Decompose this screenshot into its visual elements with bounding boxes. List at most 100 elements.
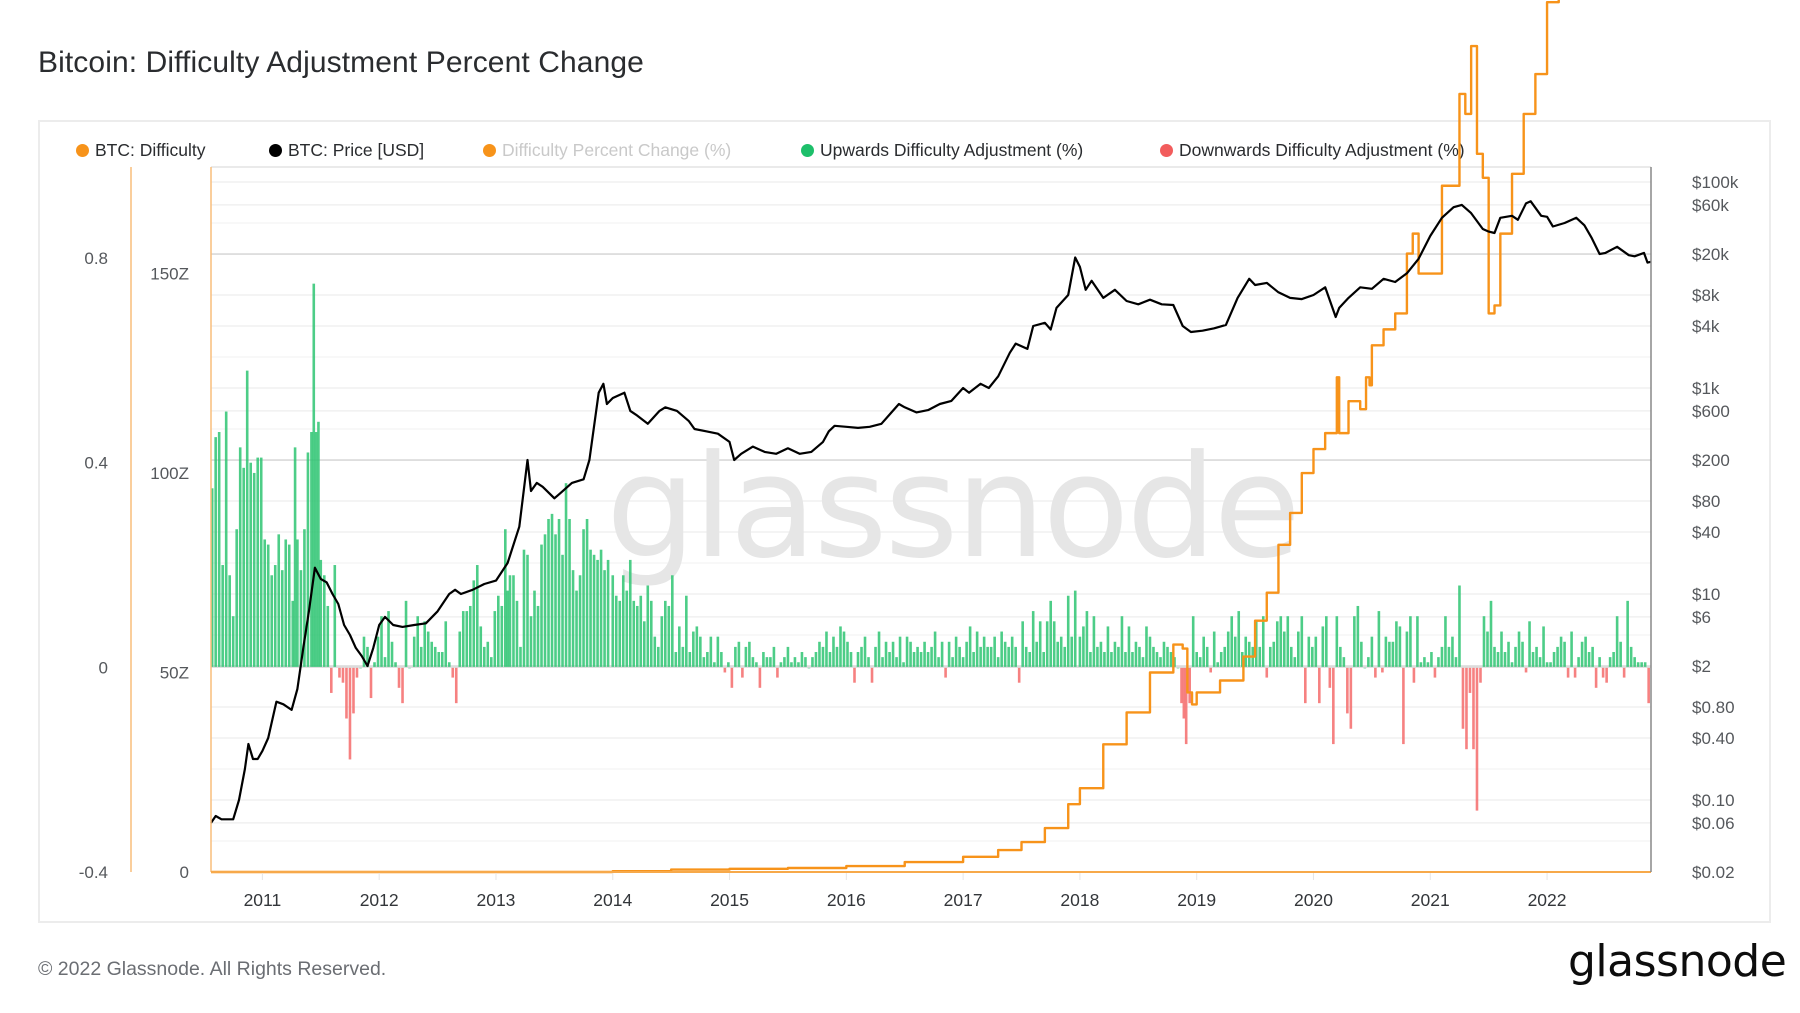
upward-adjustment-bar: [1296, 631, 1300, 668]
legend-item-downwards-adjustment[interactable]: Downwards Difficulty Adjustment (%): [1160, 138, 1465, 162]
upward-adjustment-bar: [1528, 621, 1531, 668]
upward-adjustment-bar: [793, 657, 797, 668]
upward-adjustment-bar: [1514, 646, 1517, 668]
upward-adjustment-bar: [905, 636, 909, 668]
upward-adjustment-bar: [874, 646, 877, 668]
price-tick-label: $4k: [1692, 317, 1720, 336]
upward-adjustment-bar: [1085, 611, 1089, 668]
downward-adjustment-bar: [1475, 667, 1479, 811]
upward-adjustment-bar: [242, 467, 246, 668]
legend-label: Difficulty Percent Change (%): [502, 139, 732, 160]
upward-adjustment-bar: [968, 626, 972, 668]
upward-adjustment-bar: [772, 646, 776, 668]
legend-item-difficulty-percent-change[interactable]: Difficulty Percent Change (%): [483, 138, 731, 162]
upward-adjustment-bar: [642, 621, 646, 668]
upward-adjustment-bar: [461, 611, 465, 668]
upward-adjustment-bar: [881, 657, 884, 668]
upward-adjustment-bar: [1489, 600, 1493, 668]
upward-adjustment-bar: [543, 534, 547, 668]
upward-adjustment-bar: [1538, 657, 1542, 668]
upward-adjustment-bar: [210, 488, 214, 668]
upward-adjustment-bar: [1640, 662, 1643, 668]
upward-adjustment-bar: [916, 646, 919, 668]
upward-adjustment-bar: [376, 636, 380, 668]
upward-adjustment-bar: [667, 605, 671, 668]
upward-adjustment-bar: [933, 631, 937, 668]
price-tick-label: $200: [1692, 451, 1730, 470]
upward-adjustment-bar: [979, 646, 982, 668]
upward-adjustment-bar: [273, 565, 277, 668]
upward-adjustment-bar: [1103, 652, 1106, 668]
upward-adjustment-bar: [839, 626, 842, 668]
glassnode-logo[interactable]: glassnode: [1568, 936, 1787, 987]
upward-adjustment-bar: [1063, 646, 1067, 668]
legend-item-btc-price[interactable]: BTC: Price [USD]: [269, 138, 424, 162]
downward-adjustment-bar: [1524, 667, 1528, 673]
upward-adjustment-bar: [891, 641, 895, 668]
downward-adjustment-bar: [348, 667, 352, 760]
upward-adjustment-bar: [671, 575, 674, 668]
upward-adjustment-bar: [1191, 616, 1195, 668]
upward-adjustment-bar: [649, 600, 653, 668]
upward-adjustment-bar: [993, 636, 996, 668]
upward-adjustment-bar: [496, 595, 500, 668]
downward-adjustment-bar: [1381, 667, 1384, 673]
upward-adjustment-bar: [592, 554, 596, 668]
upward-adjustment-bar: [702, 657, 706, 668]
x-tick-label: 2022: [1528, 890, 1567, 910]
upward-adjustment-bar: [1216, 662, 1220, 668]
upward-adjustment-bar: [373, 662, 376, 668]
upward-adjustment-bar: [1010, 636, 1014, 668]
legend-item-upwards-adjustment[interactable]: Upwards Difficulty Adjustment (%): [801, 138, 1083, 162]
downward-adjustment-bar: [1017, 667, 1021, 683]
downward-adjustment-bar: [338, 667, 341, 678]
upward-adjustment-bar: [628, 559, 632, 668]
difficulty-tick-label: 0: [180, 863, 189, 882]
upward-adjustment-bar: [877, 631, 881, 668]
upward-adjustment-bar: [1629, 646, 1633, 668]
upward-adjustment-bar: [884, 641, 888, 668]
upward-adjustment-bar: [1636, 662, 1640, 668]
downward-adjustment-bar: [1188, 667, 1191, 704]
upward-adjustment-bar: [1619, 641, 1622, 668]
upward-adjustment-bar: [444, 621, 448, 668]
upward-adjustment-bar: [1307, 636, 1311, 668]
upward-adjustment-bar: [578, 575, 582, 668]
downward-adjustment-bar: [1209, 667, 1213, 673]
upward-adjustment-bar: [902, 662, 905, 668]
upward-adjustment-bar: [512, 575, 515, 668]
upward-adjustment-bar: [603, 570, 606, 668]
downward-adjustment-bar: [355, 667, 359, 678]
upward-adjustment-bar: [571, 570, 575, 668]
upward-adjustment-bar: [1113, 641, 1117, 668]
upward-adjustment-bar: [526, 554, 529, 668]
upward-adjustment-bar: [982, 636, 986, 668]
upward-adjustment-bar: [550, 513, 554, 668]
upward-adjustment-bar: [1226, 631, 1230, 668]
upward-adjustment-bar: [1356, 605, 1360, 668]
upward-adjustment-bar: [1384, 636, 1388, 668]
upward-adjustment-bar: [986, 646, 989, 668]
upward-adjustment-bar: [1633, 657, 1636, 668]
legend-item-btc-difficulty[interactable]: BTC: Difficulty: [76, 138, 206, 162]
upward-adjustment-bar: [1247, 641, 1251, 668]
upward-adjustment-bar: [1643, 662, 1647, 668]
upward-adjustment-bar: [965, 641, 968, 668]
upward-adjustment-bar: [312, 283, 316, 668]
upward-adjustment-bar: [1261, 616, 1265, 668]
upward-adjustment-bar: [1230, 616, 1234, 668]
upward-adjustment-bar: [1106, 626, 1110, 668]
upward-adjustment-bar: [1148, 636, 1152, 668]
upward-adjustment-bar: [1577, 657, 1580, 668]
upward-adjustment-bar: [575, 590, 578, 668]
upward-adjustment-bar: [1612, 652, 1615, 668]
upward-adjustment-bar: [293, 447, 297, 668]
upward-adjustment-bar: [1423, 657, 1426, 668]
upward-adjustment-bar: [1117, 646, 1120, 668]
upward-adjustment-bar: [737, 641, 741, 668]
upward-adjustment-bar: [419, 646, 423, 668]
upward-adjustment-bar: [888, 652, 891, 668]
price-tick-label: $6: [1692, 608, 1711, 627]
upward-adjustment-bar: [1426, 662, 1430, 668]
